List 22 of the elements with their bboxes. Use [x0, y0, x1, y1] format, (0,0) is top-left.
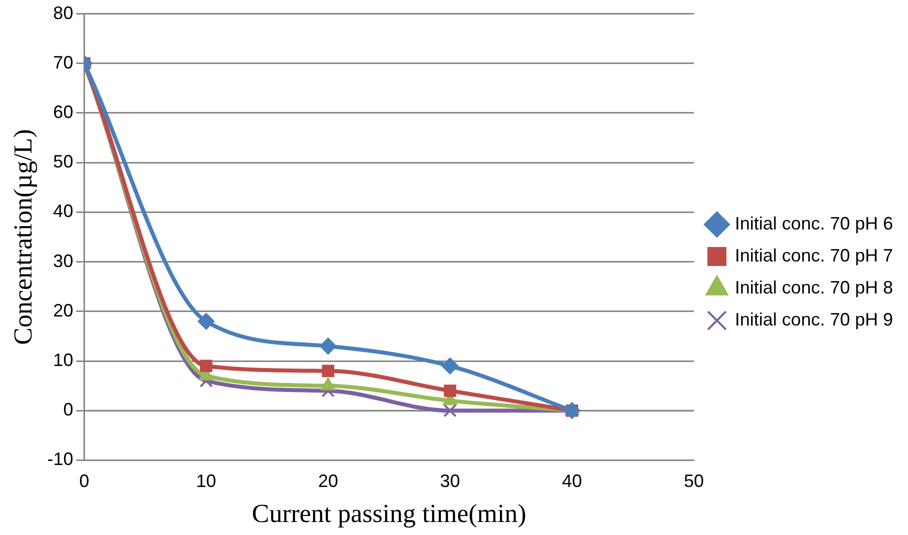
legend-label: Initial conc. 70 pH 7: [734, 245, 894, 266]
x-tick-label: 20: [318, 470, 338, 491]
x-axis-title: Current passing time(min): [252, 499, 526, 528]
y-tick-label: 70: [53, 52, 74, 72]
y-tick-label: 80: [53, 2, 74, 23]
legend-label: Initial conc. 70 pH 9: [734, 309, 894, 330]
x-tick-label: 10: [196, 470, 216, 491]
y-tick-label: 10: [53, 350, 74, 370]
y-axis-title: Concentration(µg/L): [8, 129, 38, 345]
y-tick-label: 0: [63, 400, 74, 420]
y-tick-label: 60: [53, 102, 74, 122]
x-tick-label: 0: [79, 470, 90, 491]
legend-label: Initial conc. 70 pH 6: [734, 213, 894, 234]
y-tick-label: 30: [53, 250, 74, 271]
y-tick-label: 50: [53, 152, 74, 172]
y-tick-label: -10: [47, 449, 74, 470]
y-tick-label: 20: [53, 300, 74, 320]
x-tick-label: 50: [684, 470, 704, 491]
legend-label: Initial conc. 70 pH 8: [734, 277, 894, 298]
x-tick-label: 40: [562, 470, 582, 491]
y-tick-label: 40: [53, 201, 74, 222]
x-tick-label: 30: [440, 470, 460, 491]
